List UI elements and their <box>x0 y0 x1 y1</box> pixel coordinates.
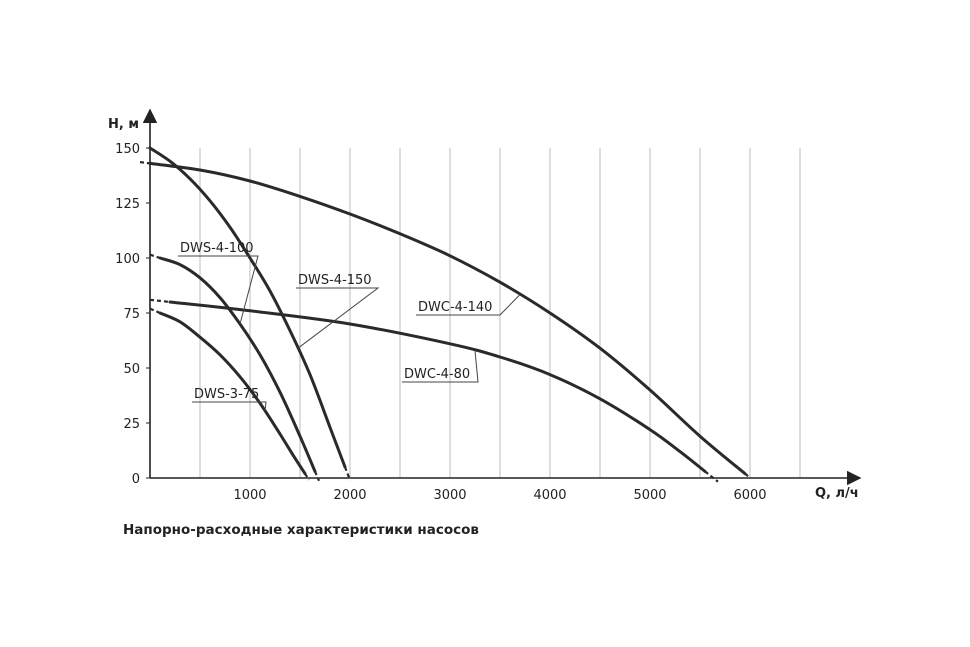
series-line <box>148 161 747 476</box>
y-tick-label: 25 <box>123 417 140 432</box>
series-line <box>148 146 347 469</box>
series-extrapolation <box>313 470 321 482</box>
series-label-leader <box>416 294 521 316</box>
x-tick-label: 6000 <box>733 488 766 503</box>
series-line <box>168 300 707 473</box>
series-label-leader <box>296 287 380 349</box>
series-extrapolation <box>149 307 161 315</box>
series-line <box>158 311 307 476</box>
y-tick-label: 0 <box>132 472 140 487</box>
x-tick-label: 1000 <box>233 488 266 503</box>
y-tick-label: 75 <box>123 307 140 322</box>
series-label-leader <box>402 350 479 383</box>
series-extrapolation <box>343 466 352 481</box>
y-tick-label: 125 <box>115 197 140 212</box>
series-extrapolation <box>304 473 310 481</box>
series-label: DWC-4-80 <box>404 367 470 382</box>
series-label: DWS-4-150 <box>298 273 372 288</box>
chart-caption: Напорно-расходные характеристики насосов <box>123 522 479 538</box>
series-label: DWS-4-100 <box>180 241 254 256</box>
series-label-leader <box>192 401 267 411</box>
y-tick-label: 100 <box>115 252 140 267</box>
x-tick-label: 5000 <box>633 488 666 503</box>
series-label-leader <box>178 255 259 325</box>
x-tick-label: 3000 <box>433 488 466 503</box>
y-tick-label: 50 <box>123 362 140 377</box>
y-tick-label: 150 <box>115 142 140 157</box>
series-extrapolation <box>149 298 171 304</box>
series-label: DWS-3-75 <box>194 387 259 402</box>
series-extrapolation <box>149 253 161 260</box>
series-label: DWC-4-140 <box>418 300 492 315</box>
x-axis-title: Q, л/ч <box>815 486 859 501</box>
x-tick-label: 4000 <box>533 488 566 503</box>
x-tick-label: 2000 <box>333 488 366 503</box>
series-extrapolation <box>744 472 751 479</box>
series-extrapolation <box>139 160 151 165</box>
series-line <box>158 256 317 473</box>
y-axis-title: Н, м <box>108 117 139 132</box>
series-extrapolation <box>704 470 719 483</box>
